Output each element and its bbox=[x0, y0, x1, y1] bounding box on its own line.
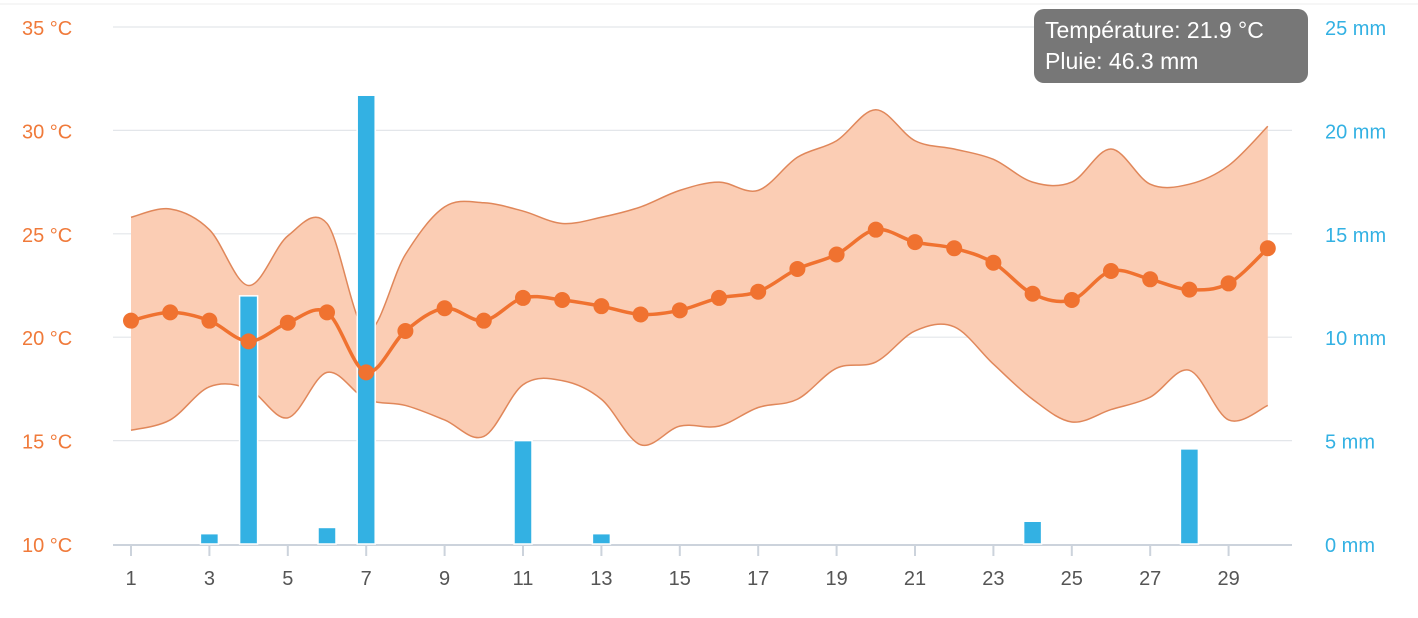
rain-bar bbox=[591, 532, 612, 545]
x-axis-tick-label: 25 bbox=[1061, 568, 1083, 590]
tooltip: Température: 21.9 °C Pluie: 46.3 mm bbox=[1034, 9, 1308, 83]
temperature-point bbox=[632, 306, 649, 323]
temperature-point bbox=[750, 283, 767, 300]
temperature-point bbox=[240, 333, 257, 350]
temperature-point bbox=[1063, 291, 1080, 308]
temperature-point bbox=[1024, 285, 1041, 302]
right-axis-tick-label: 5 mm bbox=[1325, 432, 1375, 454]
temperature-point bbox=[828, 246, 845, 263]
temperature-point bbox=[201, 312, 218, 329]
rain-bar bbox=[199, 532, 220, 545]
x-axis-tick-label: 15 bbox=[669, 568, 691, 590]
x-axis-tick-label: 29 bbox=[1217, 568, 1239, 590]
x-axis-tick-label: 27 bbox=[1139, 568, 1161, 590]
x-axis-tick-label: 5 bbox=[282, 568, 293, 590]
tooltip-rain: Pluie: 46.3 mm bbox=[1045, 48, 1199, 74]
x-axis-tick-label: 9 bbox=[439, 568, 450, 590]
temperature-point bbox=[397, 322, 414, 339]
right-axis-tick-label: 15 mm bbox=[1325, 225, 1386, 247]
temperature-range-area bbox=[131, 109, 1268, 446]
x-axis-tick-label: 7 bbox=[361, 568, 372, 590]
rain-bar bbox=[238, 295, 259, 545]
temperature-point bbox=[867, 221, 884, 238]
temperature-point bbox=[593, 298, 610, 315]
temperature-point bbox=[1142, 271, 1159, 288]
left-axis-tick-label: 20 °C bbox=[22, 328, 72, 350]
temperature-point bbox=[985, 254, 1002, 271]
rain-bar bbox=[1022, 520, 1043, 545]
temperature-point bbox=[711, 289, 727, 306]
rain-bar bbox=[317, 526, 337, 545]
temperature-point bbox=[554, 291, 571, 308]
x-axis-tick-label: 3 bbox=[204, 568, 215, 590]
temperature-point bbox=[436, 300, 453, 317]
temperature-min-line bbox=[130, 323, 1269, 447]
right-axis-tick-label: 25 mm bbox=[1325, 18, 1386, 40]
temperature-point bbox=[671, 302, 688, 319]
temperature-point bbox=[1259, 240, 1276, 257]
rain-bar bbox=[356, 94, 376, 545]
rain-bar bbox=[1179, 448, 1200, 545]
temperature-point bbox=[515, 289, 531, 306]
temperature-point bbox=[319, 304, 335, 321]
temperature-point bbox=[358, 364, 375, 381]
x-axis-tick-label: 21 bbox=[904, 568, 926, 590]
right-axis-tick-label: 0 mm bbox=[1325, 535, 1375, 557]
tooltip-temperature: Température: 21.9 °C bbox=[1045, 17, 1264, 43]
x-axis-tick-label: 1 bbox=[125, 568, 136, 590]
temperature-point bbox=[946, 240, 963, 257]
right-axis-tick-label: 20 mm bbox=[1325, 121, 1386, 143]
temperature-point bbox=[1103, 263, 1119, 280]
temperature-point bbox=[1220, 275, 1237, 292]
left-axis-tick-label: 10 °C bbox=[22, 535, 72, 557]
rain-bar bbox=[513, 439, 533, 545]
left-axis-tick-label: 25 °C bbox=[22, 225, 72, 247]
temperature-point bbox=[475, 312, 492, 329]
left-axis-tick-label: 30 °C bbox=[22, 121, 72, 143]
x-axis-tick-label: 19 bbox=[825, 568, 847, 590]
temperature-max-line bbox=[130, 108, 1269, 332]
right-axis-tick-label: 10 mm bbox=[1325, 328, 1386, 350]
temperature-point bbox=[162, 304, 179, 321]
left-axis-tick-label: 35 °C bbox=[22, 18, 72, 40]
temperature-point bbox=[907, 234, 923, 251]
temperature-point bbox=[1181, 281, 1198, 298]
temperature-point bbox=[123, 312, 139, 329]
left-axis-tick-label: 15 °C bbox=[22, 432, 72, 454]
x-axis-tick-label: 13 bbox=[590, 568, 612, 590]
temperature-point bbox=[279, 314, 296, 331]
x-axis-tick-label: 11 bbox=[513, 568, 534, 590]
temperature-point bbox=[789, 260, 806, 277]
x-axis-tick-label: 23 bbox=[982, 568, 1004, 590]
x-axis-tick-label: 17 bbox=[747, 568, 769, 590]
